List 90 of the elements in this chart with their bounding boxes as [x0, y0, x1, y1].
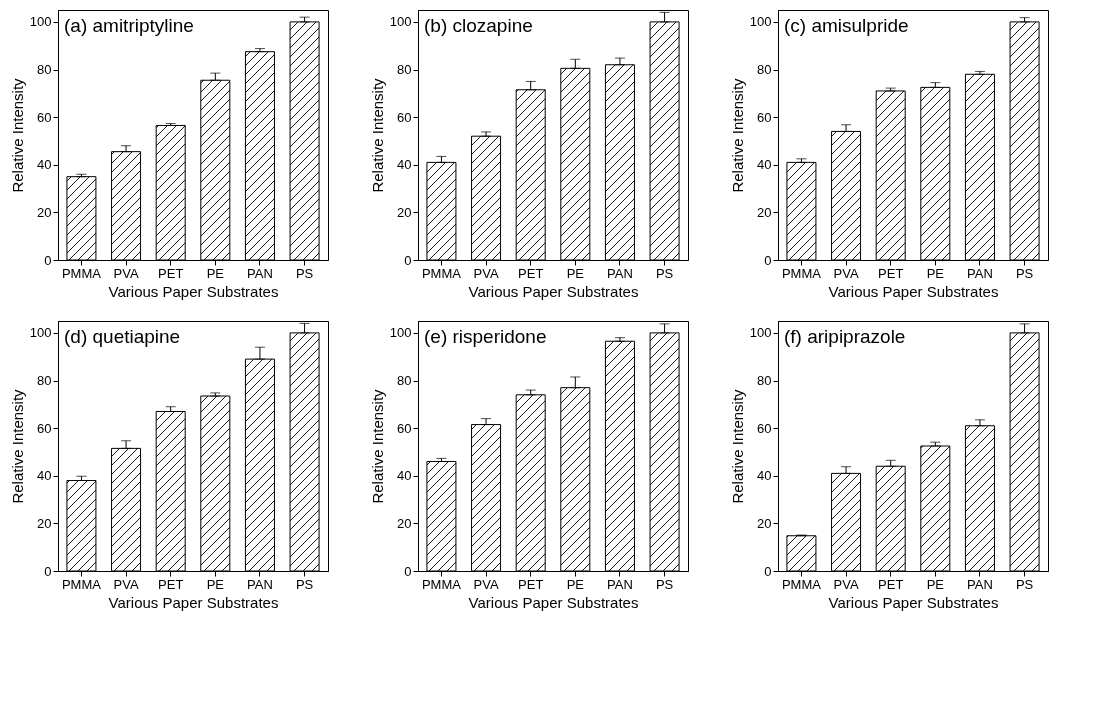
- chart-title: (a) amitriptyline: [64, 15, 194, 36]
- y-axis-title: Relative Intensity: [8, 77, 26, 193]
- x-axis-title: Various Paper Substrates: [828, 593, 999, 611]
- y-tick-label: 20: [37, 515, 52, 531]
- x-tick-label: PMMA: [421, 265, 462, 281]
- x-tick-label: PVA: [113, 265, 139, 281]
- x-tick-label: PET: [518, 265, 544, 281]
- chart-title: (c) amisulpride: [784, 15, 909, 36]
- y-tick-label: 40: [397, 468, 412, 484]
- y-tick-label: 80: [757, 373, 772, 389]
- x-tick-label: PET: [158, 265, 184, 281]
- y-tick-label: 100: [29, 14, 52, 30]
- x-axis-title: Various Paper Substrates: [108, 282, 279, 300]
- y-axis-title: Relative Intensity: [728, 388, 746, 504]
- x-tick-label: PE: [206, 265, 225, 281]
- y-tick-label: 20: [757, 515, 772, 531]
- y-tick-label: 0: [44, 563, 52, 579]
- y-tick-label: 20: [397, 515, 412, 531]
- y-tick-label: 60: [37, 109, 52, 125]
- x-tick-label: PS: [295, 265, 314, 281]
- x-tick-label: PMMA: [61, 576, 102, 592]
- chart-title: (f) aripiprazole: [784, 326, 906, 347]
- x-tick-label: PS: [655, 265, 674, 281]
- x-tick-label: PE: [206, 576, 225, 592]
- x-tick-label: PAN: [967, 576, 993, 592]
- x-tick-label: PE: [566, 576, 585, 592]
- y-tick-label: 80: [757, 62, 772, 78]
- y-tick-label: 0: [404, 252, 412, 268]
- x-tick-label: PET: [878, 265, 904, 281]
- chart-title: (e) risperidone: [424, 326, 547, 347]
- x-tick-label: PAN: [607, 576, 633, 592]
- y-tick-label: 40: [757, 157, 772, 173]
- y-tick-label: 60: [397, 109, 412, 125]
- y-tick-label: 0: [404, 563, 412, 579]
- x-tick-label: PE: [926, 576, 945, 592]
- x-tick-label: PMMA: [421, 576, 462, 592]
- y-tick-label: 20: [37, 204, 52, 220]
- y-tick-label: 40: [37, 468, 52, 484]
- y-axis-title: Relative Intensity: [368, 388, 386, 504]
- x-tick-label: PVA: [473, 265, 499, 281]
- x-tick-label: PMMA: [61, 265, 102, 281]
- y-tick-label: 40: [397, 157, 412, 173]
- y-tick-label: 80: [397, 373, 412, 389]
- y-tick-label: 60: [37, 420, 52, 436]
- y-tick-label: 40: [37, 157, 52, 173]
- x-tick-label: PMMA: [781, 576, 822, 592]
- x-axis-title: Various Paper Substrates: [828, 282, 999, 300]
- y-tick-label: 100: [389, 325, 412, 341]
- x-tick-label: PMMA: [781, 265, 822, 281]
- y-tick-label: 80: [397, 62, 412, 78]
- y-tick-label: 100: [749, 14, 772, 30]
- y-tick-label: 100: [29, 325, 52, 341]
- x-tick-label: PVA: [833, 576, 859, 592]
- x-tick-label: PVA: [473, 576, 499, 592]
- y-tick-label: 0: [764, 252, 772, 268]
- y-tick-label: 80: [37, 62, 52, 78]
- x-axis-title: Various Paper Substrates: [468, 593, 639, 611]
- x-tick-label: PAN: [967, 265, 993, 281]
- y-tick-label: 100: [389, 14, 412, 30]
- y-tick-label: 60: [757, 420, 772, 436]
- y-tick-label: 0: [44, 252, 52, 268]
- x-tick-label: PET: [518, 576, 544, 592]
- x-tick-label: PS: [1015, 265, 1034, 281]
- x-tick-label: PS: [655, 576, 674, 592]
- chart-title: (b) clozapine: [424, 15, 533, 36]
- y-tick-label: 80: [37, 373, 52, 389]
- y-axis-title: Relative Intensity: [368, 77, 386, 193]
- y-tick-label: 40: [757, 468, 772, 484]
- y-tick-label: 0: [764, 563, 772, 579]
- y-axis-title: Relative Intensity: [728, 77, 746, 193]
- chart-title: (d) quetiapine: [64, 326, 181, 347]
- y-tick-label: 20: [397, 204, 412, 220]
- x-axis-title: Various Paper Substrates: [468, 282, 639, 300]
- x-tick-label: PS: [295, 576, 314, 592]
- y-tick-label: 20: [757, 204, 772, 220]
- x-tick-label: PET: [158, 576, 184, 592]
- x-tick-label: PVA: [833, 265, 859, 281]
- y-tick-label: 60: [757, 109, 772, 125]
- y-tick-label: 100: [749, 325, 772, 341]
- x-axis-title: Various Paper Substrates: [108, 593, 279, 611]
- x-tick-label: PVA: [113, 576, 139, 592]
- x-tick-label: PET: [878, 576, 904, 592]
- y-tick-label: 60: [397, 420, 412, 436]
- x-tick-label: PS: [1015, 576, 1034, 592]
- x-tick-label: PE: [926, 265, 945, 281]
- x-tick-label: PAN: [247, 576, 273, 592]
- x-tick-label: PAN: [247, 265, 273, 281]
- x-tick-label: PE: [566, 265, 585, 281]
- y-axis-title: Relative Intensity: [8, 388, 26, 504]
- x-tick-label: PAN: [607, 265, 633, 281]
